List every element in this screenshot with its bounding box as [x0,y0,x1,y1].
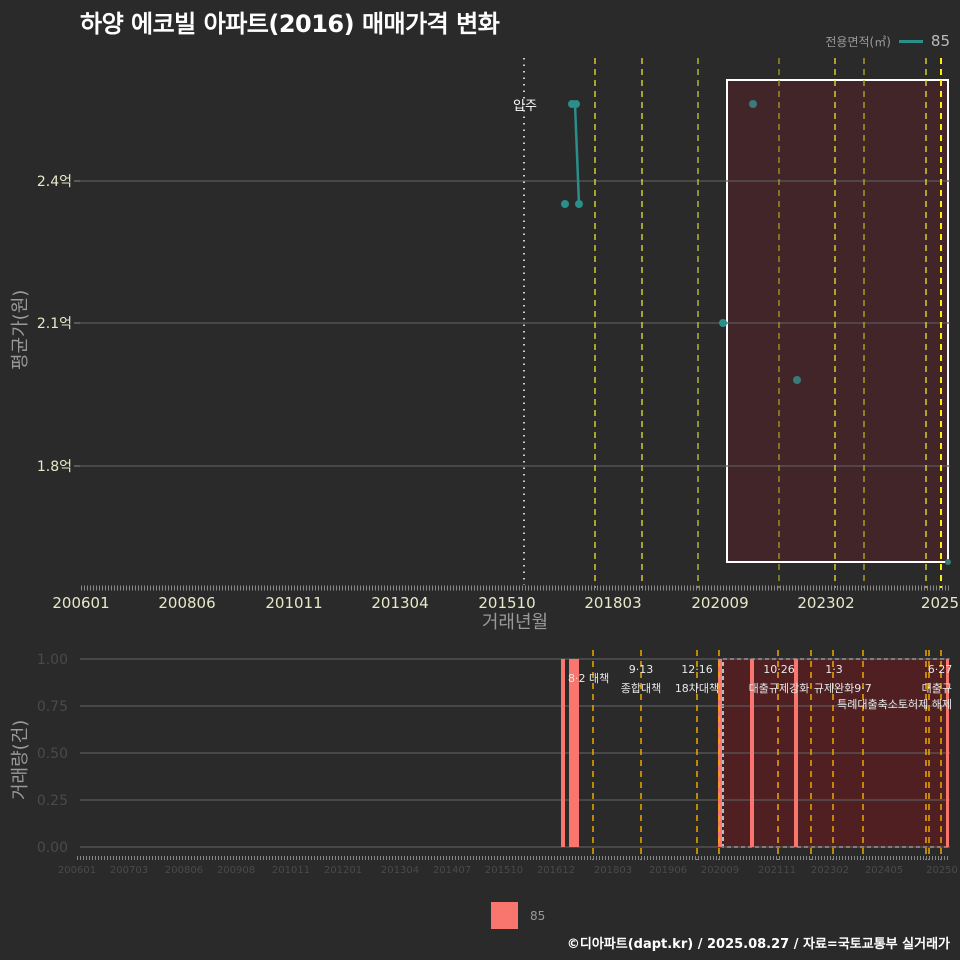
svg-text:0.25: 0.25 [37,793,68,809]
svg-text:202302: 202302 [811,865,849,876]
y-gridlines [80,180,950,467]
svg-text:201011: 201011 [272,865,310,876]
volume-gridlines [80,658,950,848]
svg-text:201304: 201304 [381,865,419,876]
price-chart: 입주 2.4억 2.1억 1.8억 200601 200806 201011 [37,58,959,633]
svg-text:201510: 201510 [485,865,523,876]
svg-text:12·16: 12·16 [681,663,713,676]
svg-text:201407: 201407 [433,865,471,876]
svg-text:2025: 2025 [921,594,959,612]
svg-text:6·27: 6·27 [928,663,953,676]
legend-line-swatch-icon [898,39,923,43]
svg-text:2.1억: 2.1억 [37,316,72,332]
price-line-85 [573,103,581,205]
svg-text:10·26: 10·26 [763,663,795,676]
price-points [561,100,951,565]
svg-text:9·13: 9·13 [629,663,654,676]
svg-text:200806: 200806 [165,865,203,876]
chart-title: 하양 에코빌 아파트(2016) 매매가격 변화 [80,10,500,38]
svg-text:1·3: 1·3 [825,663,843,676]
policy-lines [594,58,942,588]
svg-text:규제완화: 규제완화 [814,682,854,695]
svg-text:201803: 201803 [584,594,641,612]
svg-text:1.00: 1.00 [37,652,68,668]
svg-text:0.75: 0.75 [37,699,68,715]
credit-text: ©디아파트(dapt.kr) / 2025.08.27 / 자료=국토교통부 실… [566,937,950,952]
svg-text:201304: 201304 [371,594,428,612]
y-tick-labels: 2.4억 2.1억 1.8억 [37,174,72,475]
svg-text:특례대출축소토허제 해제: 특례대출축소토허제 해제 [837,697,952,711]
svg-text:201510: 201510 [478,594,535,612]
svg-text:200601: 200601 [52,594,109,612]
svg-text:202302: 202302 [797,594,854,612]
policy-lines-volume [592,650,942,860]
svg-text:9·7: 9·7 [854,682,872,695]
svg-text:202111: 202111 [758,865,796,876]
legend-bottom: 85 [491,902,545,929]
svg-text:200908: 200908 [217,865,255,876]
legend-value: 85 [930,32,950,50]
svg-text:대출규: 대출규 [922,682,952,695]
volume-x-tick-labels: 200601 200703 200806 200908 201011 20120… [58,865,958,876]
x-axis-title: 거래년월 [482,612,548,633]
svg-text:201011: 201011 [265,594,322,612]
svg-text:202009: 202009 [701,865,739,876]
volume-chart: 8·2 대책 9·13 종합대책 12·16 18차대책 10·26 대출규제강… [37,650,958,876]
svg-text:201803: 201803 [594,865,632,876]
svg-text:202405: 202405 [865,865,903,876]
legend-bar-swatch-icon [491,902,518,929]
y-axis-title: 평균가(원) [10,289,31,370]
svg-text:201201: 201201 [324,865,362,876]
svg-text:200806: 200806 [158,594,215,612]
svg-text:201906: 201906 [649,865,687,876]
svg-text:0.50: 0.50 [37,746,68,762]
svg-text:1.8억: 1.8억 [37,459,72,475]
volume-y-tick-labels: 1.00 0.75 0.50 0.25 0.00 [37,652,68,856]
svg-text:201612: 201612 [537,865,575,876]
svg-text:0.00: 0.00 [37,840,68,856]
highlight-region [726,79,949,563]
volume-bars [561,659,949,847]
legend-area: 전용면적(㎡) 85 [825,32,950,50]
legend-title: 전용면적(㎡) [825,34,891,49]
svg-text:8·2 대책: 8·2 대책 [568,672,609,685]
svg-text:종합대책: 종합대책 [621,682,661,695]
svg-text:200703: 200703 [110,865,148,876]
move-in-label: 입주 [513,99,537,114]
x-tick-labels: 200601 200806 201011 201304 201510 20180… [52,594,959,612]
svg-text:200601: 200601 [58,865,96,876]
policy-annotations: 8·2 대책 9·13 종합대책 12·16 18차대책 10·26 대출규제강… [568,663,952,711]
legend-bottom-value: 85 [530,908,546,923]
svg-text:202009: 202009 [691,594,748,612]
svg-text:2.4억: 2.4억 [37,174,72,190]
svg-text:18차대책: 18차대책 [675,682,719,695]
volume-y-axis-title: 거래량(건) [10,719,31,800]
svg-text:대출규제강화: 대출규제강화 [749,682,810,695]
svg-text:20250: 20250 [926,865,958,876]
